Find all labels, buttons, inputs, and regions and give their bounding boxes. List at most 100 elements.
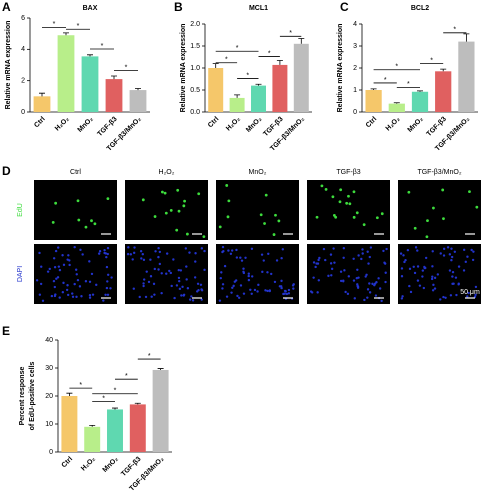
nucleus	[450, 259, 453, 262]
error-bar	[66, 392, 73, 396]
nucleus	[191, 299, 195, 302]
nucleus	[442, 247, 446, 251]
x-tick-label: Ctrl	[61, 456, 75, 470]
nucleus	[236, 294, 239, 298]
nucleus	[247, 278, 251, 282]
nucleus	[266, 289, 269, 293]
nucleus	[352, 257, 355, 260]
nucleus	[88, 260, 91, 263]
nucleus	[221, 250, 224, 254]
edu-cell	[352, 215, 356, 219]
bar	[61, 396, 78, 452]
edu-cell	[197, 192, 201, 196]
nucleus	[466, 255, 469, 258]
x-tick-label: TGF-β3	[426, 116, 448, 138]
nucleus	[249, 288, 252, 291]
nucleus	[430, 277, 434, 281]
nucleus	[318, 256, 321, 260]
nucleus	[352, 279, 356, 282]
nucleus	[169, 271, 173, 275]
nucleus	[105, 265, 109, 269]
nucleus	[408, 267, 412, 271]
nucleus	[58, 268, 62, 272]
nucleus	[227, 249, 230, 252]
nucleus	[75, 295, 78, 299]
nucleus	[444, 296, 447, 299]
nucleus	[185, 265, 188, 268]
y-tick-label: 1.5	[190, 43, 200, 50]
nucleus	[91, 293, 95, 296]
significance-star: *	[395, 64, 398, 71]
nucleus	[149, 258, 152, 261]
nucleus	[268, 289, 271, 293]
nucleus	[75, 273, 78, 276]
nucleus	[247, 274, 250, 278]
nucleus	[139, 250, 143, 253]
row-label: EdU	[17, 203, 24, 217]
significance-star: *	[101, 43, 104, 50]
nucleus	[225, 295, 229, 298]
scale-bar-label: 50 μm	[460, 289, 480, 296]
nucleus	[88, 296, 92, 299]
bar	[152, 369, 169, 452]
y-tick-label: 0	[353, 109, 357, 116]
nucleus	[152, 282, 156, 286]
micrograph	[34, 244, 117, 304]
error-bar	[440, 68, 447, 72]
nucleus	[455, 293, 458, 297]
nucleus	[41, 299, 45, 302]
nucleus	[412, 265, 415, 268]
nucleus	[153, 267, 156, 271]
nucleus	[366, 250, 369, 253]
nucleus	[142, 284, 145, 288]
nucleus	[400, 297, 404, 300]
nucleus	[363, 298, 366, 302]
panel-label: A	[2, 0, 11, 14]
edu-cell	[425, 235, 429, 239]
x-tick-label: Ctrl	[365, 116, 379, 130]
nucleus	[418, 284, 422, 287]
edu-cell	[315, 215, 319, 219]
nucleus	[138, 295, 141, 299]
nucleus	[344, 290, 347, 294]
edu-cell	[352, 190, 356, 194]
nucleus	[472, 250, 475, 253]
error-bar	[112, 407, 118, 410]
nucleus	[38, 293, 42, 296]
nucleus	[221, 287, 224, 290]
panel-label: D	[2, 164, 11, 178]
nucleus	[140, 257, 143, 260]
x-tick-label: H₂O₂	[54, 116, 71, 133]
nucleus	[451, 270, 455, 274]
nucleus	[105, 286, 109, 290]
bar	[411, 91, 429, 112]
edu-cell	[348, 202, 352, 206]
nucleus	[260, 253, 264, 256]
nucleus	[357, 254, 360, 257]
nucleus	[196, 282, 200, 285]
nucleus	[141, 253, 144, 256]
nucleus	[324, 258, 327, 262]
nucleus	[266, 271, 269, 274]
y-axis-label: Percent response	[19, 367, 26, 426]
edu-cell	[54, 201, 58, 205]
edu-cell	[274, 213, 277, 217]
nucleus	[172, 258, 175, 261]
nucleus	[452, 282, 455, 285]
nucleus	[356, 286, 360, 290]
significance-star: *	[77, 23, 80, 30]
edu-cell	[263, 222, 266, 225]
edu-cell	[345, 201, 349, 205]
nucleus	[230, 291, 233, 294]
nucleus	[68, 263, 71, 267]
nucleus	[149, 275, 153, 278]
column-label: H₂O₂	[159, 169, 175, 176]
nucleus	[188, 251, 191, 254]
nucleus	[327, 274, 330, 278]
nucleus	[280, 257, 283, 260]
edu-cell	[432, 206, 435, 210]
nucleus	[285, 292, 289, 296]
nucleus	[244, 256, 247, 260]
micrograph	[34, 180, 117, 240]
nucleus	[347, 275, 351, 278]
